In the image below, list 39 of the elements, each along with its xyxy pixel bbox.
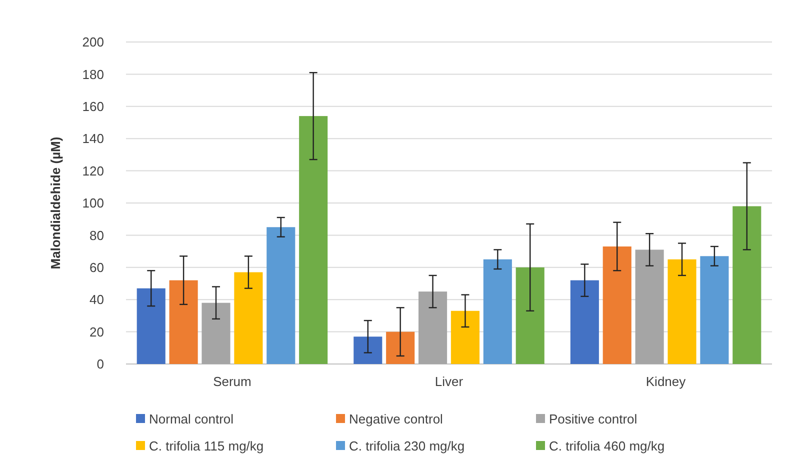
bar: [234, 272, 263, 364]
bar: [354, 336, 382, 364]
bar: [602, 246, 632, 364]
bar: [386, 332, 415, 364]
y-tick-label: 0: [96, 356, 104, 372]
x-tick-label: Serum: [213, 374, 252, 389]
y-tick-label: 140: [82, 131, 104, 146]
y-tick-label: 100: [82, 196, 104, 211]
y-tick-label: 60: [90, 260, 104, 275]
bar: [266, 227, 296, 364]
x-tick-label: Kidney: [646, 374, 686, 389]
bar: [169, 280, 198, 364]
y-tick-label: 200: [82, 34, 104, 50]
bar: [732, 206, 762, 364]
bar: [136, 288, 166, 364]
bar: [570, 280, 599, 364]
y-tick-label: 40: [90, 292, 104, 308]
y-tick-label: 120: [82, 163, 104, 178]
legend-label: C. trifolia 460 mg/kg: [549, 438, 665, 454]
y-tick-label: 20: [90, 324, 104, 340]
bar: [635, 250, 664, 364]
bar: [668, 259, 696, 364]
legend-label: C. trifolia 115 mg/kg: [149, 438, 264, 454]
bar: [516, 267, 544, 364]
legend-label: Negative control: [349, 412, 444, 427]
bar: [483, 259, 512, 364]
bar: [299, 116, 328, 364]
y-tick-label: 160: [82, 98, 104, 114]
x-tick-label: Liver: [434, 374, 464, 389]
legend-label: C. trifolia 230 mg/kg: [349, 438, 465, 454]
legend-label: Normal control: [149, 412, 234, 427]
bar: [418, 292, 448, 364]
bar: [202, 302, 230, 364]
y-tick-label: 80: [90, 228, 104, 243]
bar: [700, 256, 729, 364]
y-tick-label: 180: [82, 66, 104, 82]
bar: [450, 310, 480, 364]
legend-label: Positive control: [549, 412, 638, 427]
y-axis-title: Malondialdehide (µM): [48, 136, 63, 270]
